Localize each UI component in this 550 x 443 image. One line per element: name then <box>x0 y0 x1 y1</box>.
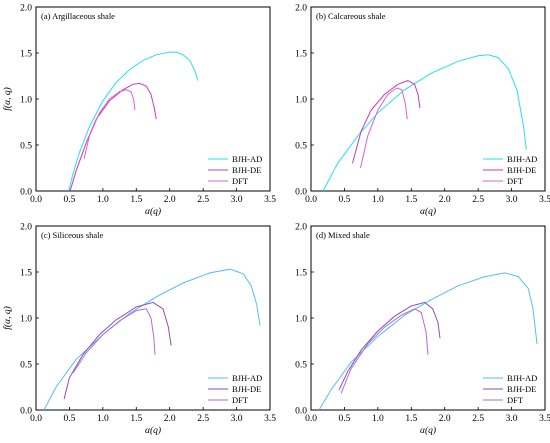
x-tick-label: 2.5 <box>197 195 209 205</box>
y-axis-title: f(α, q) <box>2 87 13 110</box>
chart-panel-1: 0.0 0.5 1.0 1.5 2.0 2.5 3.0 3.50.00.51.01.52.0α… <box>2 4 276 218</box>
series-line-bjh-de <box>352 80 421 164</box>
y-tick-label: 1.0 <box>20 96 32 106</box>
x-tick-label: 3.0 <box>231 195 243 205</box>
x-tick-label: 1.0 <box>97 414 109 424</box>
x-tick-label: 3.5 <box>539 195 550 205</box>
x-tick-label: 0.0 <box>30 195 42 205</box>
x-tick-label: 3.0 <box>231 414 243 424</box>
panel-title: (d) Mixed shale <box>316 230 370 240</box>
chart-panel-3: 0.0 0.5 1.0 1.5 2.0 2.5 3.0 3.50.00.51.01.52.0α… <box>2 223 276 437</box>
y-tick-label: 1.5 <box>20 269 32 279</box>
series-line-dft <box>83 89 136 159</box>
x-tick-label: 0.0 <box>305 195 317 205</box>
legend-label: BJH-AD <box>232 154 262 164</box>
legend-label: DFT <box>232 395 249 405</box>
legend-label: BJH-AD <box>507 154 537 164</box>
legend-label: BJH-DE <box>232 165 261 175</box>
y-axis-title: f(α, q) <box>2 306 13 329</box>
panel-title: (a) Argillaceous shale <box>41 11 115 21</box>
x-tick-label: 1.5 <box>130 195 142 205</box>
x-tick-label: 0.5 <box>63 414 75 424</box>
chart-panel-2: 0.0 0.5 1.0 1.5 2.0 2.5 3.0 3.50.00.51.01.52.0α… <box>295 4 550 218</box>
y-tick-label: 0.5 <box>20 142 32 152</box>
x-tick-label: 1.5 <box>405 195 417 205</box>
y-tick-label: 0.0 <box>295 188 307 198</box>
x-tick-label: 3.0 <box>506 414 518 424</box>
x-axis-title: α(q) <box>145 206 161 217</box>
y-tick-label: 2.0 <box>20 223 32 233</box>
x-tick-label: 1.5 <box>405 414 417 424</box>
legend-label: DFT <box>507 176 524 186</box>
y-tick-label: 1.0 <box>295 315 307 325</box>
series-line-bjh-de <box>69 82 157 192</box>
legend-label: BJH-DE <box>232 384 261 394</box>
y-tick-label: 1.0 <box>20 315 32 325</box>
x-tick-label: 3.5 <box>264 414 276 424</box>
x-axis-title: α(q) <box>420 425 436 436</box>
panel-title: (c) Siliceous shale <box>41 230 104 240</box>
series-line-bjh-ad <box>322 54 527 192</box>
chart-panel-4: 0.0 0.5 1.0 1.5 2.0 2.5 3.0 3.50.00.51.01.52.0α… <box>295 223 550 437</box>
legend-label: BJH-AD <box>232 373 262 383</box>
x-tick-label: 0.0 <box>305 414 317 424</box>
x-tick-label: 3.0 <box>506 195 518 205</box>
y-tick-label: 2.0 <box>295 4 307 14</box>
legend-label: BJH-DE <box>507 384 536 394</box>
x-tick-label: 1.0 <box>97 195 109 205</box>
x-tick-label: 1.0 <box>372 414 384 424</box>
x-tick-label: 2.5 <box>472 414 484 424</box>
series-line-dft <box>72 308 156 374</box>
y-tick-label: 1.5 <box>295 50 307 60</box>
panel-title: (b) Calcareous shale <box>316 11 386 21</box>
y-tick-label: 0.5 <box>295 361 307 371</box>
series-line-dft <box>360 87 408 169</box>
x-tick-label: 1.5 <box>130 414 142 424</box>
y-tick-label: 1.0 <box>295 96 307 106</box>
x-tick-label: 0.5 <box>338 195 350 205</box>
legend-label: BJH-AD <box>507 373 537 383</box>
y-tick-label: 1.5 <box>295 269 307 279</box>
series-line-bjh-ad <box>43 268 261 411</box>
x-tick-label: 2.5 <box>197 414 209 424</box>
x-tick-label: 2.0 <box>164 414 176 424</box>
series-line-bjh-ad <box>318 272 538 411</box>
x-tick-label: 2.0 <box>439 414 451 424</box>
x-tick-label: 0.0 <box>30 414 42 424</box>
y-tick-label: 0.0 <box>20 407 32 417</box>
x-tick-label: 2.0 <box>439 195 451 205</box>
y-tick-label: 0.5 <box>295 142 307 152</box>
y-tick-label: 2.0 <box>20 4 32 14</box>
legend-label: DFT <box>232 176 249 186</box>
y-tick-label: 0.5 <box>20 361 32 371</box>
series-line-dft <box>340 308 429 394</box>
x-axis-title: α(q) <box>145 425 161 436</box>
y-tick-label: 0.0 <box>20 188 32 198</box>
legend-label: DFT <box>507 395 524 405</box>
series-line-bjh-de <box>338 301 441 391</box>
x-tick-label: 3.5 <box>264 195 276 205</box>
y-tick-label: 0.0 <box>295 407 307 417</box>
x-tick-label: 0.5 <box>63 195 75 205</box>
x-tick-label: 3.5 <box>539 414 550 424</box>
series-line-bjh-ad <box>68 51 199 192</box>
x-tick-label: 1.0 <box>372 195 384 205</box>
x-tick-label: 2.5 <box>472 195 484 205</box>
legend-label: BJH-DE <box>507 165 536 175</box>
y-tick-label: 1.5 <box>20 50 32 60</box>
series-line-bjh-de <box>63 301 172 400</box>
y-tick-label: 2.0 <box>295 223 307 233</box>
x-tick-label: 0.5 <box>338 414 350 424</box>
x-tick-label: 2.0 <box>164 195 176 205</box>
x-axis-title: α(q) <box>420 206 436 217</box>
